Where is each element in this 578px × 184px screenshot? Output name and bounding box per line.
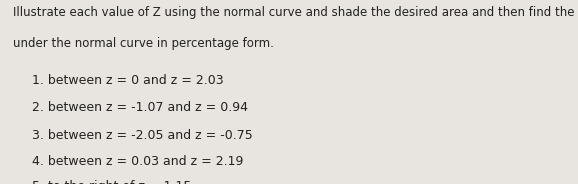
Text: 1. between z = 0 and z = 2.03: 1. between z = 0 and z = 2.03 — [32, 74, 224, 87]
Text: 5. to the right of z = 1.15: 5. to the right of z = 1.15 — [32, 180, 191, 184]
Text: Illustrate each value of Z using the normal curve and shade the desired area and: Illustrate each value of Z using the nor… — [13, 6, 578, 19]
Text: 4. between z = 0.03 and z = 2.19: 4. between z = 0.03 and z = 2.19 — [32, 155, 243, 168]
Text: 3. between z = -2.05 and z = -0.75: 3. between z = -2.05 and z = -0.75 — [32, 129, 253, 142]
Text: under the normal curve in percentage form.: under the normal curve in percentage for… — [13, 37, 273, 50]
Text: 2. between z = -1.07 and z = 0.94: 2. between z = -1.07 and z = 0.94 — [32, 101, 248, 114]
